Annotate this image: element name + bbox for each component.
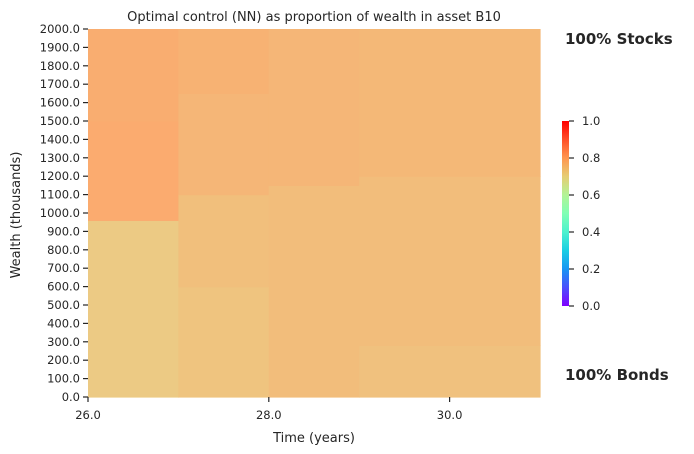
heatmap-cell-5 xyxy=(178,93,270,196)
heatmap-area xyxy=(88,29,541,398)
heatmap-cell-10 xyxy=(359,176,541,347)
chart-title: Optimal control (NN) as proportion of we… xyxy=(127,10,501,25)
colorbar-tick-label: 0.4 xyxy=(582,225,600,239)
x-tick-label: 30.0 xyxy=(437,408,463,422)
y-tick-label: 400.0 xyxy=(47,316,80,330)
y-tick-label: 200.0 xyxy=(47,353,80,367)
x-axis: 26.0 28.0 30.0 xyxy=(75,397,462,422)
y-tick-label: 300.0 xyxy=(47,335,80,349)
colorbar: 0.0 0.2 0.4 0.6 0.8 1.0 xyxy=(562,114,600,313)
y-tick-label: 1700.0 xyxy=(40,77,80,91)
heatmap-cell-2 xyxy=(88,29,179,122)
annotation-100-stocks: 100% Stocks xyxy=(565,30,673,48)
y-tick-label: 500.0 xyxy=(47,298,80,312)
x-tick-label: 26.0 xyxy=(75,408,101,422)
y-tick-label: 900.0 xyxy=(47,224,80,238)
colorbar-tick-label: 0.6 xyxy=(582,188,600,202)
y-tick-label: 1900.0 xyxy=(40,40,80,54)
y-tick-label: 1200.0 xyxy=(40,169,80,183)
y-tick-label: 1000.0 xyxy=(40,206,80,220)
y-tick-label: 800.0 xyxy=(47,243,80,257)
heatmap-cell-0 xyxy=(88,220,179,398)
x-axis-label: Time (years) xyxy=(272,431,355,446)
heatmap-cell-11 xyxy=(359,29,541,177)
y-axis-label: Wealth (thousands) xyxy=(9,152,24,279)
heatmap-cell-7 xyxy=(268,185,360,398)
heatmap-cell-1 xyxy=(88,121,179,221)
y-tick-label: 600.0 xyxy=(47,280,80,294)
y-tick-label: 1600.0 xyxy=(40,96,80,110)
heatmap-cell-6 xyxy=(178,29,270,94)
y-tick-label: 100.0 xyxy=(47,372,80,386)
heatmap-cell-8 xyxy=(268,29,360,186)
colorbar-tick-label: 0.8 xyxy=(582,151,600,165)
y-tick-label: 2000.0 xyxy=(40,22,80,36)
colorbar-tick-label: 1.0 xyxy=(582,114,600,128)
heatmap-cell-9 xyxy=(359,345,541,398)
x-tick-label: 28.0 xyxy=(256,408,282,422)
heatmap-cell-3 xyxy=(178,286,270,398)
y-tick-label: 1500.0 xyxy=(40,114,80,128)
y-axis: 0.0 100.0 200.0 300.0 400.0 500.0 600.0 700.0 80… xyxy=(40,22,88,404)
y-tick-label: 700.0 xyxy=(47,261,80,275)
annotation-100-bonds: 100% Bonds xyxy=(565,366,669,384)
y-tick-label: 1300.0 xyxy=(40,151,80,165)
y-tick-label: 1800.0 xyxy=(40,59,80,73)
colorbar-tick-label: 0.2 xyxy=(582,262,600,276)
y-tick-label: 1100.0 xyxy=(40,188,80,202)
y-tick-label: 1400.0 xyxy=(40,132,80,146)
colorbar-gradient xyxy=(562,121,569,306)
colorbar-tick-label: 0.0 xyxy=(582,299,600,313)
heatmap-cell-4 xyxy=(178,194,270,288)
y-tick-label: 0.0 xyxy=(62,390,80,404)
